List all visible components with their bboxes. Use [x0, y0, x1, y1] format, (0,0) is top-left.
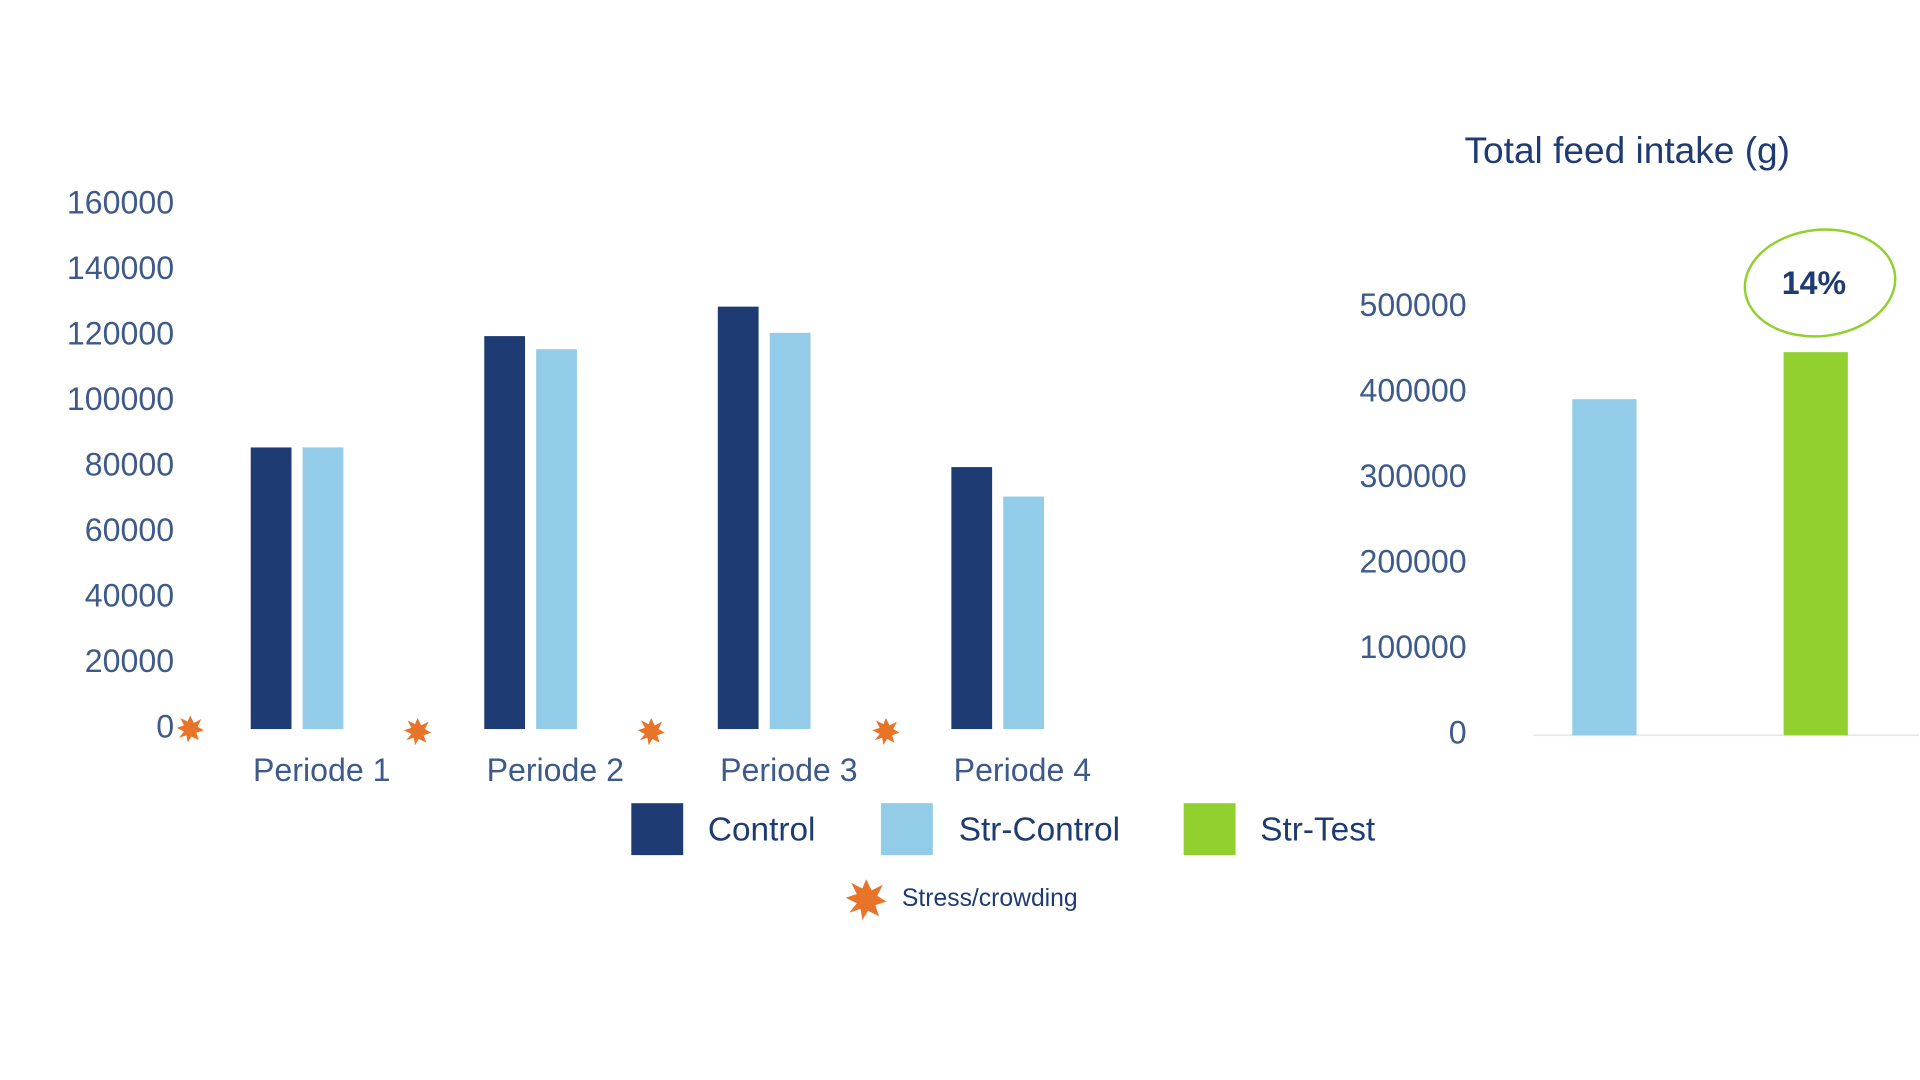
- bar: [717, 306, 759, 730]
- stress-star: [845, 879, 887, 920]
- legend-swatch: [631, 803, 684, 856]
- y-tick-label: 0: [1449, 715, 1467, 751]
- y-tick-label: 100000: [1359, 629, 1466, 665]
- stress-star: [637, 717, 665, 746]
- y-tick-label: 0: [156, 709, 174, 745]
- chart-title: Total feed intake (g): [1465, 129, 1791, 171]
- annotation-label: 14%: [1782, 265, 1846, 301]
- x-tick-label: Periode 4: [954, 752, 1091, 788]
- bar: [484, 336, 526, 730]
- y-tick-label: 500000: [1359, 287, 1466, 323]
- y-tick-label: 80000: [85, 447, 174, 483]
- x-tick-label: Periode 1: [253, 752, 390, 788]
- bar: [951, 467, 993, 730]
- y-tick-label: 20000: [85, 643, 174, 679]
- legend-label: Control: [708, 811, 816, 848]
- bar: [769, 332, 811, 730]
- x-tick-label: Periode 2: [487, 752, 624, 788]
- legend-swatch: [880, 803, 933, 856]
- y-tick-label: 140000: [67, 250, 174, 286]
- legend-swatch: [1183, 803, 1236, 856]
- y-tick-label: 40000: [85, 578, 174, 614]
- bar: [536, 349, 577, 730]
- legend-label: Str-Test: [1260, 811, 1376, 848]
- bar: [302, 447, 344, 730]
- y-tick-label: 160000: [67, 185, 174, 221]
- stress-star: [176, 715, 204, 743]
- y-tick-label: 100000: [67, 381, 174, 417]
- legend-label: Str-Control: [959, 811, 1120, 848]
- x-tick-label: Periode 3: [720, 752, 857, 788]
- bar: [250, 447, 292, 730]
- stress-star: [872, 717, 900, 746]
- y-tick-label: 60000: [85, 512, 174, 548]
- y-tick-label: 120000: [67, 316, 174, 352]
- y-tick-label: 300000: [1359, 458, 1466, 494]
- bar: [1783, 352, 1848, 736]
- bar: [1003, 496, 1045, 730]
- y-tick-label: 400000: [1359, 373, 1466, 409]
- stress-markers: [176, 715, 900, 920]
- y-tick-label: 200000: [1359, 544, 1466, 580]
- annotation: Stress/crowding: [902, 885, 1078, 912]
- bar: [1572, 399, 1637, 736]
- stress-star: [403, 717, 432, 746]
- highlight-circle: [1743, 228, 1897, 338]
